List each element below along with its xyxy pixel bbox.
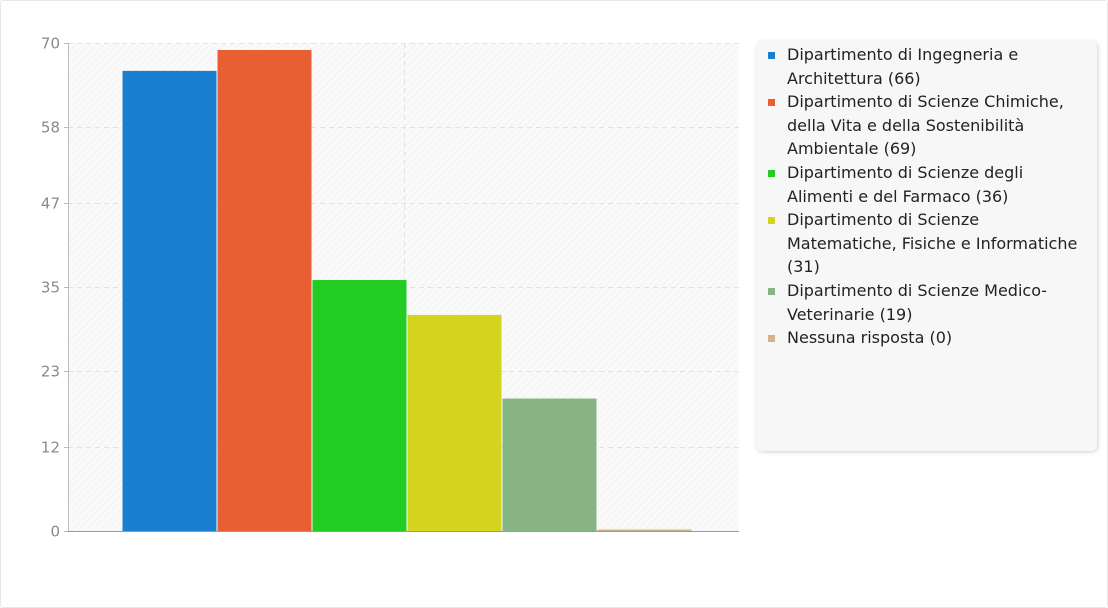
axes [68,43,739,532]
legend-item[interactable]: Dipartimento di Scienze Chimiche, della … [768,90,1089,161]
legend-label: Dipartimento di Scienze Matematiche, Fis… [787,210,1078,277]
bar[interactable] [312,280,407,531]
y-axis-ticks: 0 12 23 35 47 58 70 [41,35,68,541]
legend-label: Dipartimento di Scienze degli Alimenti e… [787,162,1024,206]
legend-swatch [768,217,775,225]
y-tick-label: 58 [41,119,60,137]
bar[interactable] [597,529,692,532]
legend-label: Dipartimento di Scienze Chimiche, della … [787,92,1064,159]
y-tick-label: 35 [41,279,60,297]
bar[interactable] [122,70,217,531]
bar[interactable] [407,314,502,531]
legend-swatch [768,335,775,343]
legend-label: Nessuna risposta (0) [787,328,953,348]
legend-item[interactable]: Nessuna risposta (0) [768,326,1089,350]
legend-label: Dipartimento di Scienze Medico-Veterinar… [787,280,1048,324]
legend-item[interactable]: Dipartimento di Scienze Medico-Veterinar… [768,279,1089,326]
bar[interactable] [217,49,312,531]
legend-item[interactable]: Dipartimento di Scienze degli Alimenti e… [768,161,1089,208]
bar[interactable] [502,398,597,531]
bars [122,49,692,532]
y-tick-label: 12 [41,439,60,457]
legend-label: Dipartimento di Ingegneria e Architettur… [787,45,1019,88]
legend-swatch [768,287,775,295]
legend-swatch [768,99,775,107]
bar-chart: 0 12 23 35 47 58 70 [41,35,739,541]
legend-item[interactable]: Dipartimento di Ingegneria e Architettur… [768,43,1089,90]
legend-swatch [768,52,775,59]
y-tick-label: 0 [50,523,60,541]
legend-swatch [768,169,775,177]
y-tick-label: 23 [41,363,60,381]
y-tick-label: 47 [41,195,60,213]
legend-item[interactable]: Dipartimento di Scienze Matematiche, Fis… [768,208,1089,279]
legend: Dipartimento di Ingegneria e Architettur… [756,41,1097,451]
y-tick-label: 70 [41,35,60,53]
